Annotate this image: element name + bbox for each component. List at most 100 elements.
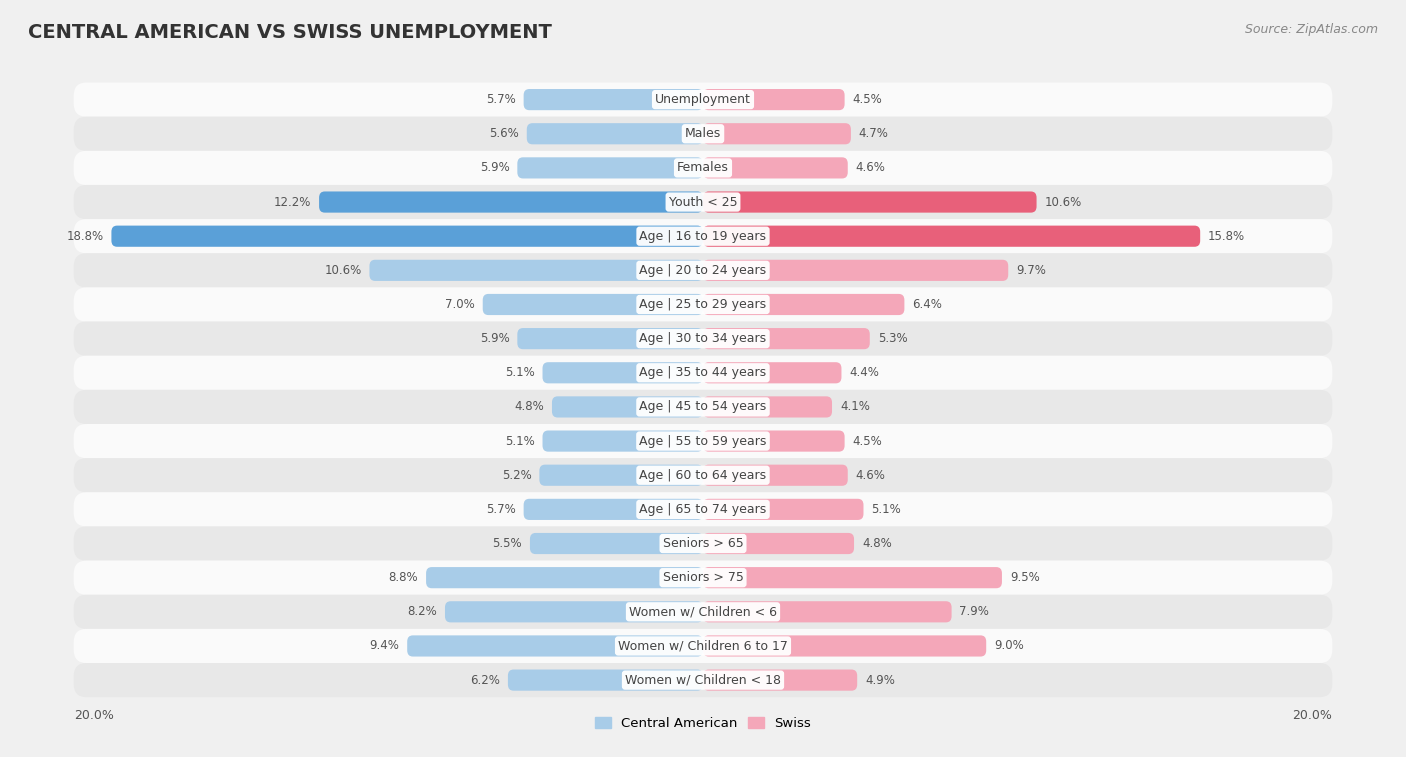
Text: 9.5%: 9.5% xyxy=(1010,572,1039,584)
Text: 4.5%: 4.5% xyxy=(852,93,882,106)
Text: 5.2%: 5.2% xyxy=(502,469,531,481)
FancyBboxPatch shape xyxy=(703,635,986,656)
FancyBboxPatch shape xyxy=(703,328,870,349)
Text: 5.9%: 5.9% xyxy=(479,332,509,345)
Text: 9.4%: 9.4% xyxy=(370,640,399,653)
Text: Age | 25 to 29 years: Age | 25 to 29 years xyxy=(640,298,766,311)
FancyBboxPatch shape xyxy=(73,83,1333,117)
Text: 4.5%: 4.5% xyxy=(852,435,882,447)
Text: Age | 35 to 44 years: Age | 35 to 44 years xyxy=(640,366,766,379)
Text: 4.6%: 4.6% xyxy=(856,161,886,174)
FancyBboxPatch shape xyxy=(73,117,1333,151)
Text: 8.8%: 8.8% xyxy=(388,572,418,584)
Text: Women w/ Children 6 to 17: Women w/ Children 6 to 17 xyxy=(619,640,787,653)
Text: Age | 45 to 54 years: Age | 45 to 54 years xyxy=(640,400,766,413)
FancyBboxPatch shape xyxy=(703,601,952,622)
Text: 9.7%: 9.7% xyxy=(1017,264,1046,277)
FancyBboxPatch shape xyxy=(73,288,1333,322)
Text: Seniors > 65: Seniors > 65 xyxy=(662,537,744,550)
Text: Age | 60 to 64 years: Age | 60 to 64 years xyxy=(640,469,766,481)
FancyBboxPatch shape xyxy=(73,151,1333,185)
FancyBboxPatch shape xyxy=(703,260,1008,281)
FancyBboxPatch shape xyxy=(517,157,703,179)
FancyBboxPatch shape xyxy=(73,185,1333,219)
Text: 9.0%: 9.0% xyxy=(994,640,1024,653)
FancyBboxPatch shape xyxy=(319,192,703,213)
Text: 5.1%: 5.1% xyxy=(872,503,901,516)
Text: 12.2%: 12.2% xyxy=(274,195,311,208)
FancyBboxPatch shape xyxy=(73,254,1333,288)
Text: 7.9%: 7.9% xyxy=(959,606,990,618)
Text: 4.1%: 4.1% xyxy=(839,400,870,413)
FancyBboxPatch shape xyxy=(530,533,703,554)
Text: Age | 16 to 19 years: Age | 16 to 19 years xyxy=(640,229,766,243)
FancyBboxPatch shape xyxy=(73,458,1333,492)
Text: 15.8%: 15.8% xyxy=(1208,229,1246,243)
Text: Age | 65 to 74 years: Age | 65 to 74 years xyxy=(640,503,766,516)
FancyBboxPatch shape xyxy=(426,567,703,588)
Text: Age | 20 to 24 years: Age | 20 to 24 years xyxy=(640,264,766,277)
Text: 6.2%: 6.2% xyxy=(470,674,501,687)
FancyBboxPatch shape xyxy=(523,89,703,111)
FancyBboxPatch shape xyxy=(703,362,841,383)
FancyBboxPatch shape xyxy=(73,629,1333,663)
Text: Women w/ Children < 18: Women w/ Children < 18 xyxy=(626,674,780,687)
Text: CENTRAL AMERICAN VS SWISS UNEMPLOYMENT: CENTRAL AMERICAN VS SWISS UNEMPLOYMENT xyxy=(28,23,553,42)
FancyBboxPatch shape xyxy=(703,499,863,520)
FancyBboxPatch shape xyxy=(703,89,845,111)
Text: Women w/ Children < 6: Women w/ Children < 6 xyxy=(628,606,778,618)
FancyBboxPatch shape xyxy=(73,595,1333,629)
Text: Age | 55 to 59 years: Age | 55 to 59 years xyxy=(640,435,766,447)
Text: 10.6%: 10.6% xyxy=(325,264,361,277)
FancyBboxPatch shape xyxy=(508,669,703,690)
FancyBboxPatch shape xyxy=(543,431,703,452)
Text: 6.4%: 6.4% xyxy=(912,298,942,311)
Text: 18.8%: 18.8% xyxy=(66,229,104,243)
Text: Unemployment: Unemployment xyxy=(655,93,751,106)
FancyBboxPatch shape xyxy=(73,561,1333,595)
FancyBboxPatch shape xyxy=(370,260,703,281)
Text: 7.0%: 7.0% xyxy=(446,298,475,311)
FancyBboxPatch shape xyxy=(73,424,1333,458)
FancyBboxPatch shape xyxy=(703,192,1036,213)
Text: 5.9%: 5.9% xyxy=(479,161,509,174)
FancyBboxPatch shape xyxy=(517,328,703,349)
FancyBboxPatch shape xyxy=(703,123,851,145)
Text: Females: Females xyxy=(678,161,728,174)
FancyBboxPatch shape xyxy=(73,322,1333,356)
Text: 4.4%: 4.4% xyxy=(849,366,879,379)
FancyBboxPatch shape xyxy=(523,499,703,520)
FancyBboxPatch shape xyxy=(527,123,703,145)
Text: 4.7%: 4.7% xyxy=(859,127,889,140)
Text: 5.1%: 5.1% xyxy=(505,366,534,379)
FancyBboxPatch shape xyxy=(540,465,703,486)
FancyBboxPatch shape xyxy=(444,601,703,622)
FancyBboxPatch shape xyxy=(111,226,703,247)
FancyBboxPatch shape xyxy=(482,294,703,315)
FancyBboxPatch shape xyxy=(703,226,1201,247)
Text: Youth < 25: Youth < 25 xyxy=(669,195,737,208)
FancyBboxPatch shape xyxy=(73,663,1333,697)
Text: Seniors > 75: Seniors > 75 xyxy=(662,572,744,584)
Text: Males: Males xyxy=(685,127,721,140)
FancyBboxPatch shape xyxy=(73,526,1333,561)
Text: 5.3%: 5.3% xyxy=(877,332,907,345)
FancyBboxPatch shape xyxy=(553,397,703,418)
Text: 4.6%: 4.6% xyxy=(856,469,886,481)
FancyBboxPatch shape xyxy=(543,362,703,383)
FancyBboxPatch shape xyxy=(703,157,848,179)
Text: 5.7%: 5.7% xyxy=(486,93,516,106)
FancyBboxPatch shape xyxy=(703,567,1002,588)
Text: 5.6%: 5.6% xyxy=(489,127,519,140)
Text: 4.8%: 4.8% xyxy=(515,400,544,413)
Text: 5.7%: 5.7% xyxy=(486,503,516,516)
Text: 4.9%: 4.9% xyxy=(865,674,896,687)
FancyBboxPatch shape xyxy=(703,431,845,452)
Text: 4.8%: 4.8% xyxy=(862,537,891,550)
Text: 5.5%: 5.5% xyxy=(492,537,522,550)
FancyBboxPatch shape xyxy=(73,356,1333,390)
Text: 5.1%: 5.1% xyxy=(505,435,534,447)
FancyBboxPatch shape xyxy=(408,635,703,656)
FancyBboxPatch shape xyxy=(703,294,904,315)
Text: 20.0%: 20.0% xyxy=(1292,709,1333,722)
